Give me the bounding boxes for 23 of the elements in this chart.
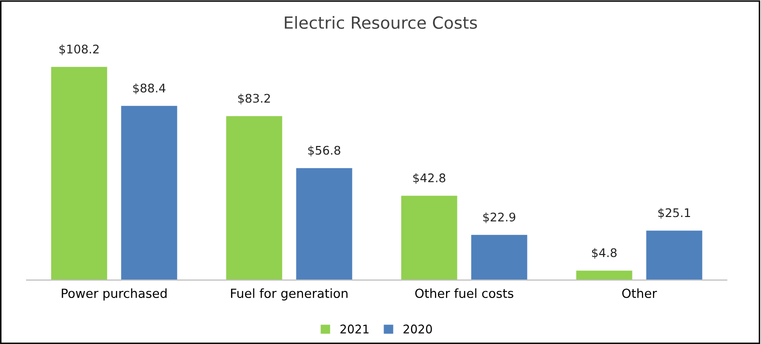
bar <box>296 168 352 280</box>
chart-title: Electric Resource Costs <box>284 16 477 29</box>
x-tick-label: Power purchased <box>62 288 167 300</box>
x-tick-label: Other <box>622 288 657 298</box>
data-label: $88.4 <box>133 83 166 94</box>
bar <box>401 196 458 280</box>
x-tick-label: Other fuel costs <box>415 288 514 298</box>
data-label: $22.9 <box>483 212 516 224</box>
data-label: $42.8 <box>413 173 446 184</box>
bar <box>471 234 528 280</box>
data-label: $108.2 <box>59 44 99 56</box>
x-tick-label: Fuel for generation <box>231 288 348 300</box>
legend-label: 2021 <box>340 324 369 334</box>
data-label: $83.2 <box>238 94 270 104</box>
bar <box>121 106 178 280</box>
data-label: $25.1 <box>658 208 690 219</box>
bar <box>51 66 108 280</box>
bar <box>226 116 282 280</box>
data-label: $4.8 <box>592 248 617 259</box>
legend-label: 2020 <box>404 324 432 334</box>
bar <box>646 230 702 280</box>
bar <box>576 270 632 280</box>
data-label: $56.8 <box>308 146 340 156</box>
